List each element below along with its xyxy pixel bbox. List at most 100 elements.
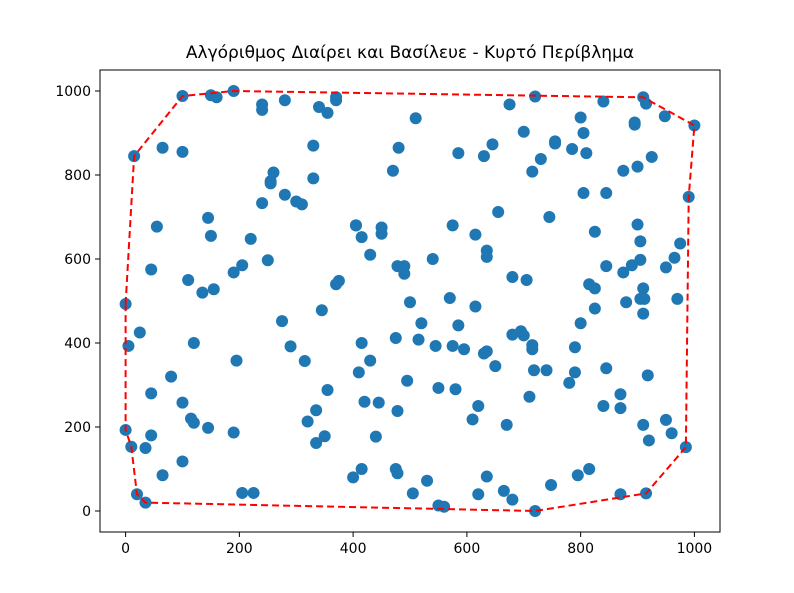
data-point <box>597 400 610 412</box>
data-point <box>600 187 613 200</box>
data-point <box>401 374 414 387</box>
data-point <box>446 339 459 352</box>
data-point <box>480 470 493 483</box>
data-point <box>389 331 402 344</box>
data-point <box>398 267 411 280</box>
data-point <box>549 137 562 150</box>
data-point <box>438 500 451 513</box>
data-point <box>321 384 334 397</box>
y-tick-label: 0 <box>82 504 91 520</box>
data-point <box>355 463 368 475</box>
data-point <box>236 486 249 499</box>
data-point <box>568 341 581 354</box>
data-point <box>247 486 260 499</box>
data-point <box>614 388 627 401</box>
data-point <box>133 326 146 339</box>
data-point <box>583 463 596 475</box>
data-point <box>315 304 328 317</box>
data-point <box>202 211 215 224</box>
data-point <box>256 103 269 116</box>
data-point <box>276 315 289 328</box>
data-point <box>236 259 249 272</box>
data-point <box>658 110 671 123</box>
data-point <box>634 235 647 248</box>
data-point <box>426 253 439 265</box>
data-point <box>540 364 553 377</box>
data-point <box>421 474 434 487</box>
data-point <box>640 97 653 110</box>
data-point <box>182 274 195 286</box>
data-point <box>145 429 158 442</box>
data-point <box>391 405 404 418</box>
data-point <box>332 274 345 287</box>
axes-frame <box>99 69 721 533</box>
data-point <box>278 188 291 201</box>
data-point <box>452 319 465 332</box>
x-tick-label: 400 <box>340 541 367 557</box>
data-point <box>600 362 613 375</box>
data-point <box>355 231 368 244</box>
x-tick-label: 600 <box>454 541 481 557</box>
data-point <box>244 232 257 245</box>
chart-title: Αλγόριθμος Διαίρει και Βασίλευε - Κυρτό … <box>186 43 634 63</box>
data-point <box>352 366 365 379</box>
data-point <box>369 430 382 443</box>
y-tick-label: 1000 <box>55 84 91 100</box>
data-point <box>406 487 419 500</box>
data-point <box>472 400 485 412</box>
data-point <box>638 292 651 305</box>
data-point <box>321 106 334 119</box>
data-point <box>165 370 178 383</box>
data-point <box>625 259 638 272</box>
data-point <box>443 292 456 305</box>
data-point <box>503 98 516 111</box>
data-point <box>620 296 633 309</box>
data-point <box>176 396 189 409</box>
data-point <box>261 254 274 267</box>
data-point <box>372 396 385 409</box>
data-point <box>480 250 493 263</box>
data-point <box>674 237 687 250</box>
data-point <box>497 484 510 497</box>
data-point <box>391 467 404 480</box>
data-point <box>349 219 362 232</box>
data-point <box>517 125 530 138</box>
data-point <box>523 390 536 403</box>
points-layer <box>119 85 701 517</box>
data-point <box>310 436 323 449</box>
data-point <box>307 139 320 152</box>
data-point <box>204 229 217 242</box>
data-point <box>577 187 590 200</box>
data-point <box>469 228 482 241</box>
data-point <box>145 263 158 276</box>
data-point <box>534 153 547 166</box>
data-point <box>659 261 672 274</box>
data-point <box>574 317 587 330</box>
data-point <box>631 218 644 231</box>
data-point <box>506 493 519 506</box>
data-point <box>227 426 240 439</box>
data-point <box>466 413 479 426</box>
data-point <box>176 145 189 158</box>
x-tick-label: 200 <box>226 541 253 557</box>
data-point <box>568 366 581 379</box>
data-point <box>156 141 169 154</box>
x-tick-label: 0 <box>121 541 130 557</box>
data-point <box>637 307 650 320</box>
data-point <box>432 381 445 394</box>
data-point <box>386 164 399 177</box>
y-tick-label: 600 <box>64 252 91 268</box>
data-point <box>429 339 442 352</box>
data-point <box>358 395 371 408</box>
data-point <box>139 442 152 454</box>
data-point <box>545 478 558 491</box>
data-point <box>318 430 331 443</box>
data-point <box>688 119 701 132</box>
data-point <box>375 221 388 234</box>
data-point <box>506 271 519 284</box>
y-axis-ticks: 0 200 400 600 800 1000 <box>55 84 100 520</box>
data-point <box>196 286 209 299</box>
data-point <box>517 329 530 342</box>
data-point <box>571 469 584 482</box>
